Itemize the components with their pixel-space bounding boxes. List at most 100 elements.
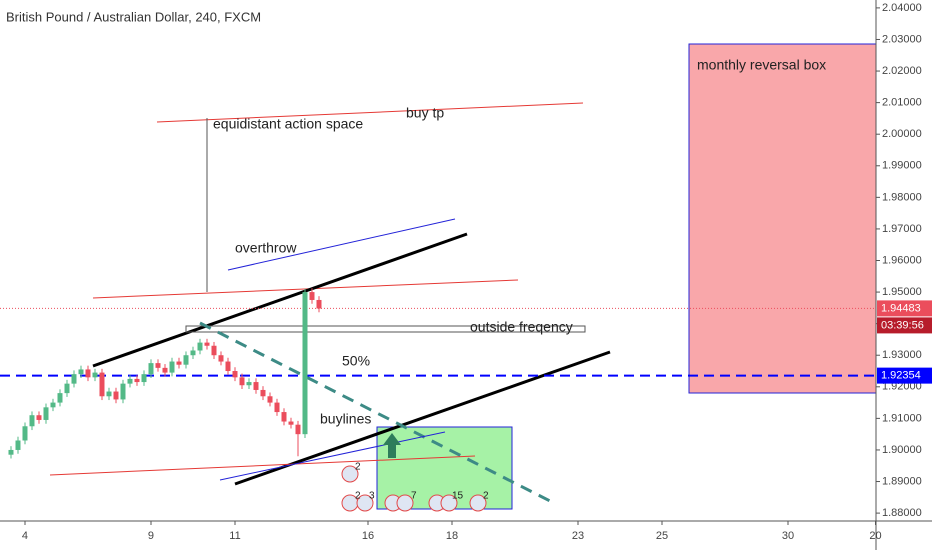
candle-body xyxy=(141,374,147,383)
candle-body xyxy=(113,391,119,400)
annotation: overthrow xyxy=(235,240,297,256)
candle-body xyxy=(239,377,245,386)
candle-body xyxy=(29,415,35,427)
y-tick-label: 2.00000 xyxy=(882,128,922,140)
x-tick-label: 30 xyxy=(782,530,794,542)
candle-body xyxy=(36,415,42,420)
candle-body xyxy=(302,292,308,435)
trend-line xyxy=(92,279,519,299)
candle-body xyxy=(267,396,273,403)
reference-price-box xyxy=(877,367,932,384)
candle-body xyxy=(232,371,238,378)
candle-body xyxy=(169,361,175,373)
y-tick-label: 1.91000 xyxy=(882,412,922,424)
annotation: 50% xyxy=(342,353,370,369)
last-price-label: 1.94483 xyxy=(881,302,921,314)
event-icon[interactable] xyxy=(356,494,374,512)
event-icon[interactable] xyxy=(440,494,458,512)
x-tick-label: 25 xyxy=(656,530,668,542)
x-tick-label: 9 xyxy=(148,530,154,542)
reference-price-label: 1.92354 xyxy=(881,370,921,382)
candle-body xyxy=(8,449,14,455)
y-tick-label: 1.90000 xyxy=(882,444,922,456)
candle-body xyxy=(183,355,189,365)
x-tick-label: 20 xyxy=(869,530,881,542)
candle-body xyxy=(190,350,196,356)
candle-body xyxy=(274,402,280,413)
last-price-box xyxy=(877,300,932,317)
y-tick-label: 2.03000 xyxy=(882,33,922,45)
trend-line xyxy=(227,218,456,271)
candle-body xyxy=(309,292,315,300)
time-axis-bg xyxy=(0,521,932,550)
reversal-box xyxy=(688,43,877,394)
candle-body xyxy=(57,393,63,403)
event-count: 2 xyxy=(355,491,361,502)
channel-line xyxy=(92,232,468,368)
y-tick-label: 1.89000 xyxy=(882,475,922,487)
candle-body xyxy=(288,421,294,425)
frequency-box xyxy=(185,325,586,333)
price-axis-bg xyxy=(876,0,932,550)
candle-body xyxy=(148,363,154,375)
y-tick-label: 1.96000 xyxy=(882,254,922,266)
countdown-label: 03:39:56 xyxy=(881,319,924,331)
y-tick-label: 2.02000 xyxy=(882,65,922,77)
drawings xyxy=(49,43,877,510)
candle-body xyxy=(281,412,287,422)
y-tick-label: 2.01000 xyxy=(882,97,922,109)
candle-body xyxy=(92,372,98,378)
annotation: buylines xyxy=(320,411,371,427)
chart-title: British Pound / Australian Dollar, 240, … xyxy=(6,9,261,24)
event-icon[interactable] xyxy=(341,465,359,483)
event-count: 3 xyxy=(369,491,375,502)
y-tick-label: 1.97000 xyxy=(882,223,922,235)
candle-body xyxy=(50,402,56,408)
candle-body xyxy=(253,382,259,390)
candle-body xyxy=(71,374,77,384)
candle-body xyxy=(22,426,28,441)
candle-body xyxy=(155,363,161,368)
candle-body xyxy=(211,345,217,356)
candle-body xyxy=(176,361,182,365)
candles xyxy=(0,288,876,459)
candle-body xyxy=(99,372,105,397)
annotation-texts: equidistant action space buy tp overthro… xyxy=(213,57,826,427)
x-tick-label: 16 xyxy=(362,530,374,542)
candle-body xyxy=(260,389,266,397)
annotation: buy tp xyxy=(406,105,444,121)
y-tick-label: 1.95000 xyxy=(882,286,922,298)
event-icon[interactable] xyxy=(396,494,414,512)
annotation: outside freqency xyxy=(470,319,573,335)
candle-body xyxy=(106,391,112,397)
y-tick-label: 1.93000 xyxy=(882,349,922,361)
x-tick-label: 11 xyxy=(229,530,240,542)
candle-body xyxy=(64,383,70,394)
x-tick-label: 4 xyxy=(22,530,28,542)
candle-body xyxy=(15,440,21,450)
x-tick-label: 23 xyxy=(572,530,584,542)
y-tick-label: 1.88000 xyxy=(882,507,922,519)
candle-body xyxy=(197,342,203,351)
candle-body xyxy=(134,378,140,383)
event-count: 2 xyxy=(483,491,489,502)
event-count: 15 xyxy=(452,491,464,502)
event-icon[interactable] xyxy=(469,494,487,512)
candle-body xyxy=(85,369,91,378)
y-tick-label: 1.99000 xyxy=(882,160,922,172)
candle-body xyxy=(295,424,301,435)
candle-body xyxy=(127,378,133,384)
axes: 1.88000 1.89000 1.90000 1.91000 1.92000 1.930… xyxy=(22,2,932,542)
event-badges: 2 2 3 7 15 2 xyxy=(341,462,489,512)
candle-body xyxy=(246,382,252,386)
candle-body xyxy=(316,299,322,309)
y-tick-label: 2.04000 xyxy=(882,2,922,14)
target-box xyxy=(376,426,513,510)
candle-body xyxy=(78,369,84,375)
candle-body xyxy=(218,355,224,362)
candle-body xyxy=(225,361,231,372)
candle-body xyxy=(204,342,210,346)
arrow-up xyxy=(383,433,401,458)
channel-line xyxy=(234,350,611,486)
countdown-box xyxy=(877,317,932,334)
